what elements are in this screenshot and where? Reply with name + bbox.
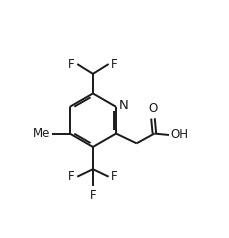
Text: F: F [89,189,96,202]
Text: F: F [68,170,74,183]
Text: F: F [111,170,117,183]
Text: N: N [119,99,128,112]
Text: O: O [148,102,157,115]
Text: F: F [68,58,74,70]
Text: OH: OH [170,129,188,141]
Text: F: F [111,58,117,70]
Text: Me: Me [33,127,50,140]
